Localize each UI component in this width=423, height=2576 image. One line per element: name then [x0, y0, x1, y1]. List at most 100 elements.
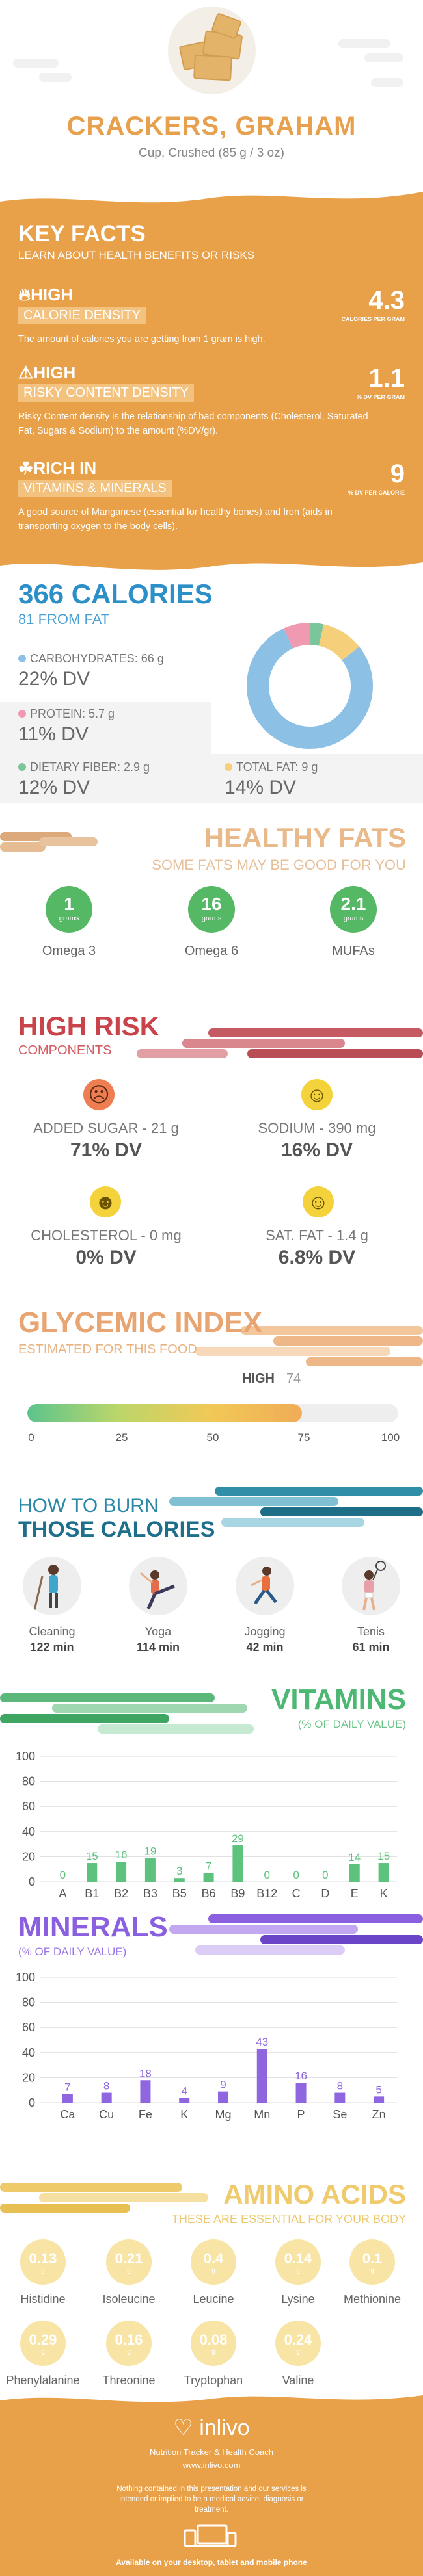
- amino-acids-title: AMINO ACIDS: [223, 2179, 406, 2209]
- minerals-title: MINERALS: [18, 1911, 168, 1943]
- amino-acid-name: Valine: [282, 2374, 314, 2387]
- fat-name: MUFAs: [332, 944, 375, 958]
- activity-minutes: 122 min: [30, 1641, 74, 1654]
- y-tick-label: 0: [29, 1875, 35, 1888]
- glycemic-tick: 75: [297, 1431, 310, 1444]
- bar-value-label: 7: [64, 2081, 70, 2093]
- x-tick-label: B2: [114, 1887, 128, 1900]
- bar-value-label: 16: [295, 2070, 307, 2082]
- decor-stripe: [195, 1945, 345, 1955]
- amino-acid-name: Histidine: [20, 2293, 66, 2306]
- tennis-icon: [342, 1557, 400, 1615]
- amino-acid-circle: 0.1 g: [349, 2239, 395, 2285]
- amino-acid-name: Leucine: [193, 2293, 234, 2306]
- activity-minutes: 42 min: [246, 1641, 284, 1654]
- bar-value-label: 3: [176, 1865, 182, 1877]
- bar: [144, 1858, 156, 1882]
- glycemic-tick: 25: [115, 1431, 128, 1444]
- risk-dv: 0% DV: [75, 1247, 137, 1268]
- decor-stripe: [306, 1357, 423, 1366]
- food-image: [168, 7, 256, 94]
- vitamins-subtitle: (% OF DAILY VALUE): [297, 1718, 406, 1730]
- donut-slice: [318, 624, 359, 661]
- healthy-fats-title: HEALTHY FATS: [204, 822, 406, 853]
- amino-acid-circle: 0.14 g: [275, 2239, 321, 2285]
- glycemic-tick: 50: [206, 1431, 219, 1444]
- bar-value-label: 16: [115, 1849, 128, 1861]
- fat-name: Omega 6: [184, 944, 239, 958]
- wave-divider: [0, 185, 423, 203]
- y-tick-label: 0: [29, 2096, 35, 2109]
- vitamins-title: VITAMINS: [271, 1684, 406, 1715]
- burn-title-line2: THOSE CALORIES: [18, 1517, 215, 1542]
- brand-logo: ♡ inlivo: [0, 2415, 423, 2441]
- happy-face-icon: ☻: [90, 1186, 121, 1217]
- smile-face-icon: ☺: [301, 1079, 333, 1110]
- brand-tagline: Nutrition Tracker & Health Coach: [149, 2447, 274, 2457]
- minerals-subtitle: (% OF DAILY VALUE): [18, 1945, 127, 1958]
- legend-dot: [18, 655, 26, 662]
- decor-stripe: [260, 1507, 423, 1516]
- key-fact-level: RICH IN: [33, 458, 97, 478]
- burn-title-line1: HOW TO BURN: [18, 1495, 159, 1516]
- key-facts-subtitle: LEARN ABOUT HEALTH BENEFITS OR RISKS: [18, 249, 255, 261]
- wave-divider: [0, 562, 423, 579]
- amino-acid-unit: g: [127, 2348, 131, 2356]
- activity-name: Tenis: [357, 1625, 385, 1638]
- glycemic-tick: 100: [381, 1431, 400, 1444]
- bar: [295, 2083, 307, 2103]
- amino-acid-value: 0.16: [115, 2332, 143, 2348]
- bar-value-label: 19: [144, 1845, 156, 1857]
- donut-slice: [247, 628, 373, 749]
- glycemic-bar-fill: [27, 1404, 302, 1422]
- decor-stripe: [169, 1497, 338, 1506]
- macro-fat: TOTAL FAT: 9 g 14% DV: [225, 761, 318, 799]
- donut-slice: [309, 623, 324, 646]
- amino-acid-name: Threonine: [102, 2374, 156, 2387]
- fat-name: Omega 3: [42, 944, 96, 958]
- macro-dv: 11% DV: [18, 723, 89, 745]
- amino-acid-unit: g: [296, 2267, 300, 2274]
- key-fact-description: Risky Content density is the relationshi…: [18, 411, 368, 436]
- amino-acid-unit: g: [41, 2267, 45, 2274]
- decor-stripe: [52, 1704, 247, 1713]
- decor-stripe: [0, 2204, 130, 2213]
- bar-value-label: 43: [256, 2036, 268, 2048]
- key-fact-level: HIGH: [31, 285, 74, 304]
- sad-face-icon: ☹: [83, 1079, 115, 1110]
- amino-acid-circle: 0.24 g: [275, 2321, 321, 2366]
- decor-stripe: [208, 1028, 423, 1037]
- bar: [374, 2096, 385, 2103]
- risk-label: SAT. FAT - 1.4 g: [266, 1227, 368, 1243]
- fat-unit: grams: [201, 915, 222, 922]
- bar: [101, 2092, 112, 2103]
- food-title: CRACKERS, GRAHAM: [66, 112, 357, 140]
- key-fact-value: 4.3: [368, 286, 405, 315]
- macro-dv: 12% DV: [18, 777, 90, 798]
- amino-acid-name: Lysine: [281, 2293, 315, 2306]
- amino-acid-value: 0.1: [362, 2250, 383, 2267]
- decor-cloud: [13, 59, 59, 68]
- serving-size: Cup, Crushed (85 g / 3 oz): [139, 146, 284, 160]
- macro-fiber: DIETARY FIBER: 2.9 g 12% DV: [18, 761, 150, 799]
- fat-mufas: 2.1 grams: [330, 886, 377, 933]
- decor-stripe: [98, 1724, 254, 1734]
- key-fact-unit: % DV PER CALORIE: [348, 489, 405, 496]
- x-tick-label: C: [292, 1887, 301, 1900]
- amino-acid-value: 0.13: [29, 2250, 57, 2267]
- warning-icon: ⚠: [18, 363, 34, 382]
- amino-acid-circle: 0.08 g: [191, 2321, 236, 2366]
- key-facts-section: [0, 185, 423, 579]
- macro-label: TOTAL FAT: 9 g: [236, 761, 318, 774]
- decor-cloud: [364, 53, 403, 62]
- amino-acid-unit: g: [127, 2267, 131, 2274]
- yoga-icon: [129, 1557, 187, 1615]
- x-tick-label: Fe: [139, 2108, 152, 2121]
- decor-stripe: [208, 1914, 423, 1923]
- decor-stripe: [247, 1049, 423, 1058]
- amino-acid-value: 0.21: [115, 2250, 143, 2267]
- donut-slice: [284, 623, 311, 649]
- key-fact-label: VITAMINS & MINERALS: [18, 480, 172, 497]
- y-tick-label: 60: [22, 1800, 35, 1813]
- x-tick-label: Mg: [215, 2108, 231, 2121]
